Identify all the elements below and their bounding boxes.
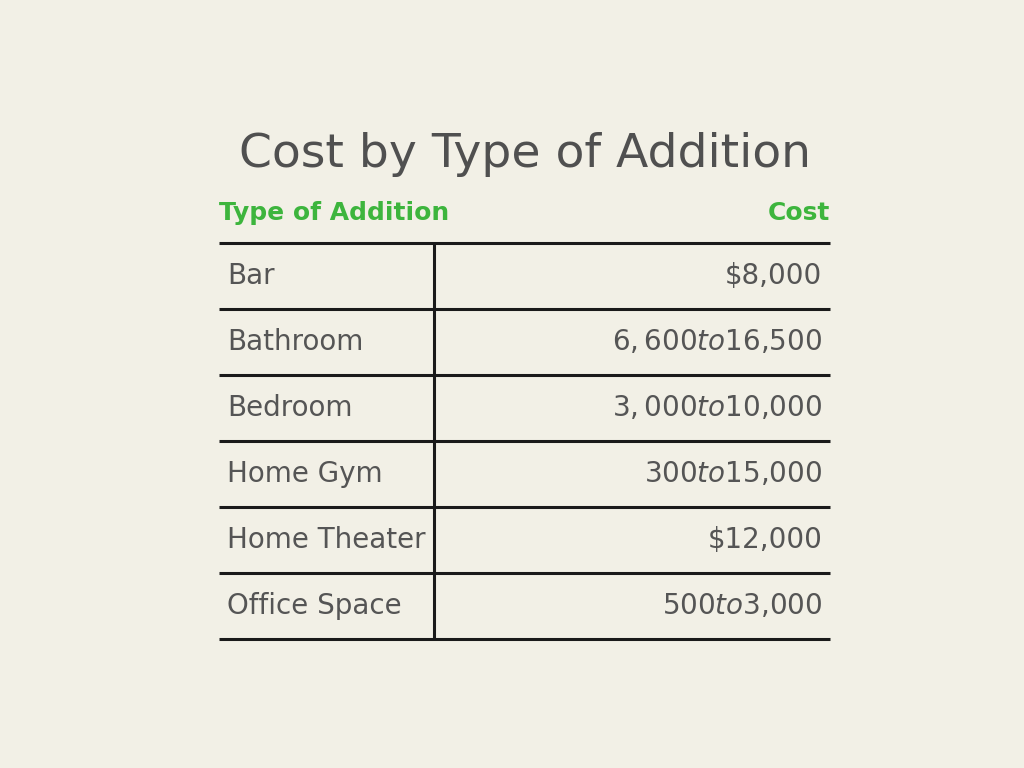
Text: Bar: Bar xyxy=(227,262,274,290)
Text: $500 to $3,000: $500 to $3,000 xyxy=(662,592,822,620)
Text: Type of Addition: Type of Addition xyxy=(219,201,450,225)
Text: Bedroom: Bedroom xyxy=(227,394,352,422)
Text: $8,000: $8,000 xyxy=(725,262,822,290)
Text: $12,000: $12,000 xyxy=(708,526,822,554)
Text: Office Space: Office Space xyxy=(227,592,401,620)
Text: Cost: Cost xyxy=(768,201,830,225)
Text: $300 to $15,000: $300 to $15,000 xyxy=(644,460,822,488)
Text: $3,000 to $10,000: $3,000 to $10,000 xyxy=(612,394,822,422)
Text: Bathroom: Bathroom xyxy=(227,328,364,356)
Text: Home Theater: Home Theater xyxy=(227,526,426,554)
Text: Home Gym: Home Gym xyxy=(227,460,383,488)
Text: Cost by Type of Addition: Cost by Type of Addition xyxy=(239,132,811,177)
Text: $6,600 to $16,500: $6,600 to $16,500 xyxy=(612,328,822,356)
